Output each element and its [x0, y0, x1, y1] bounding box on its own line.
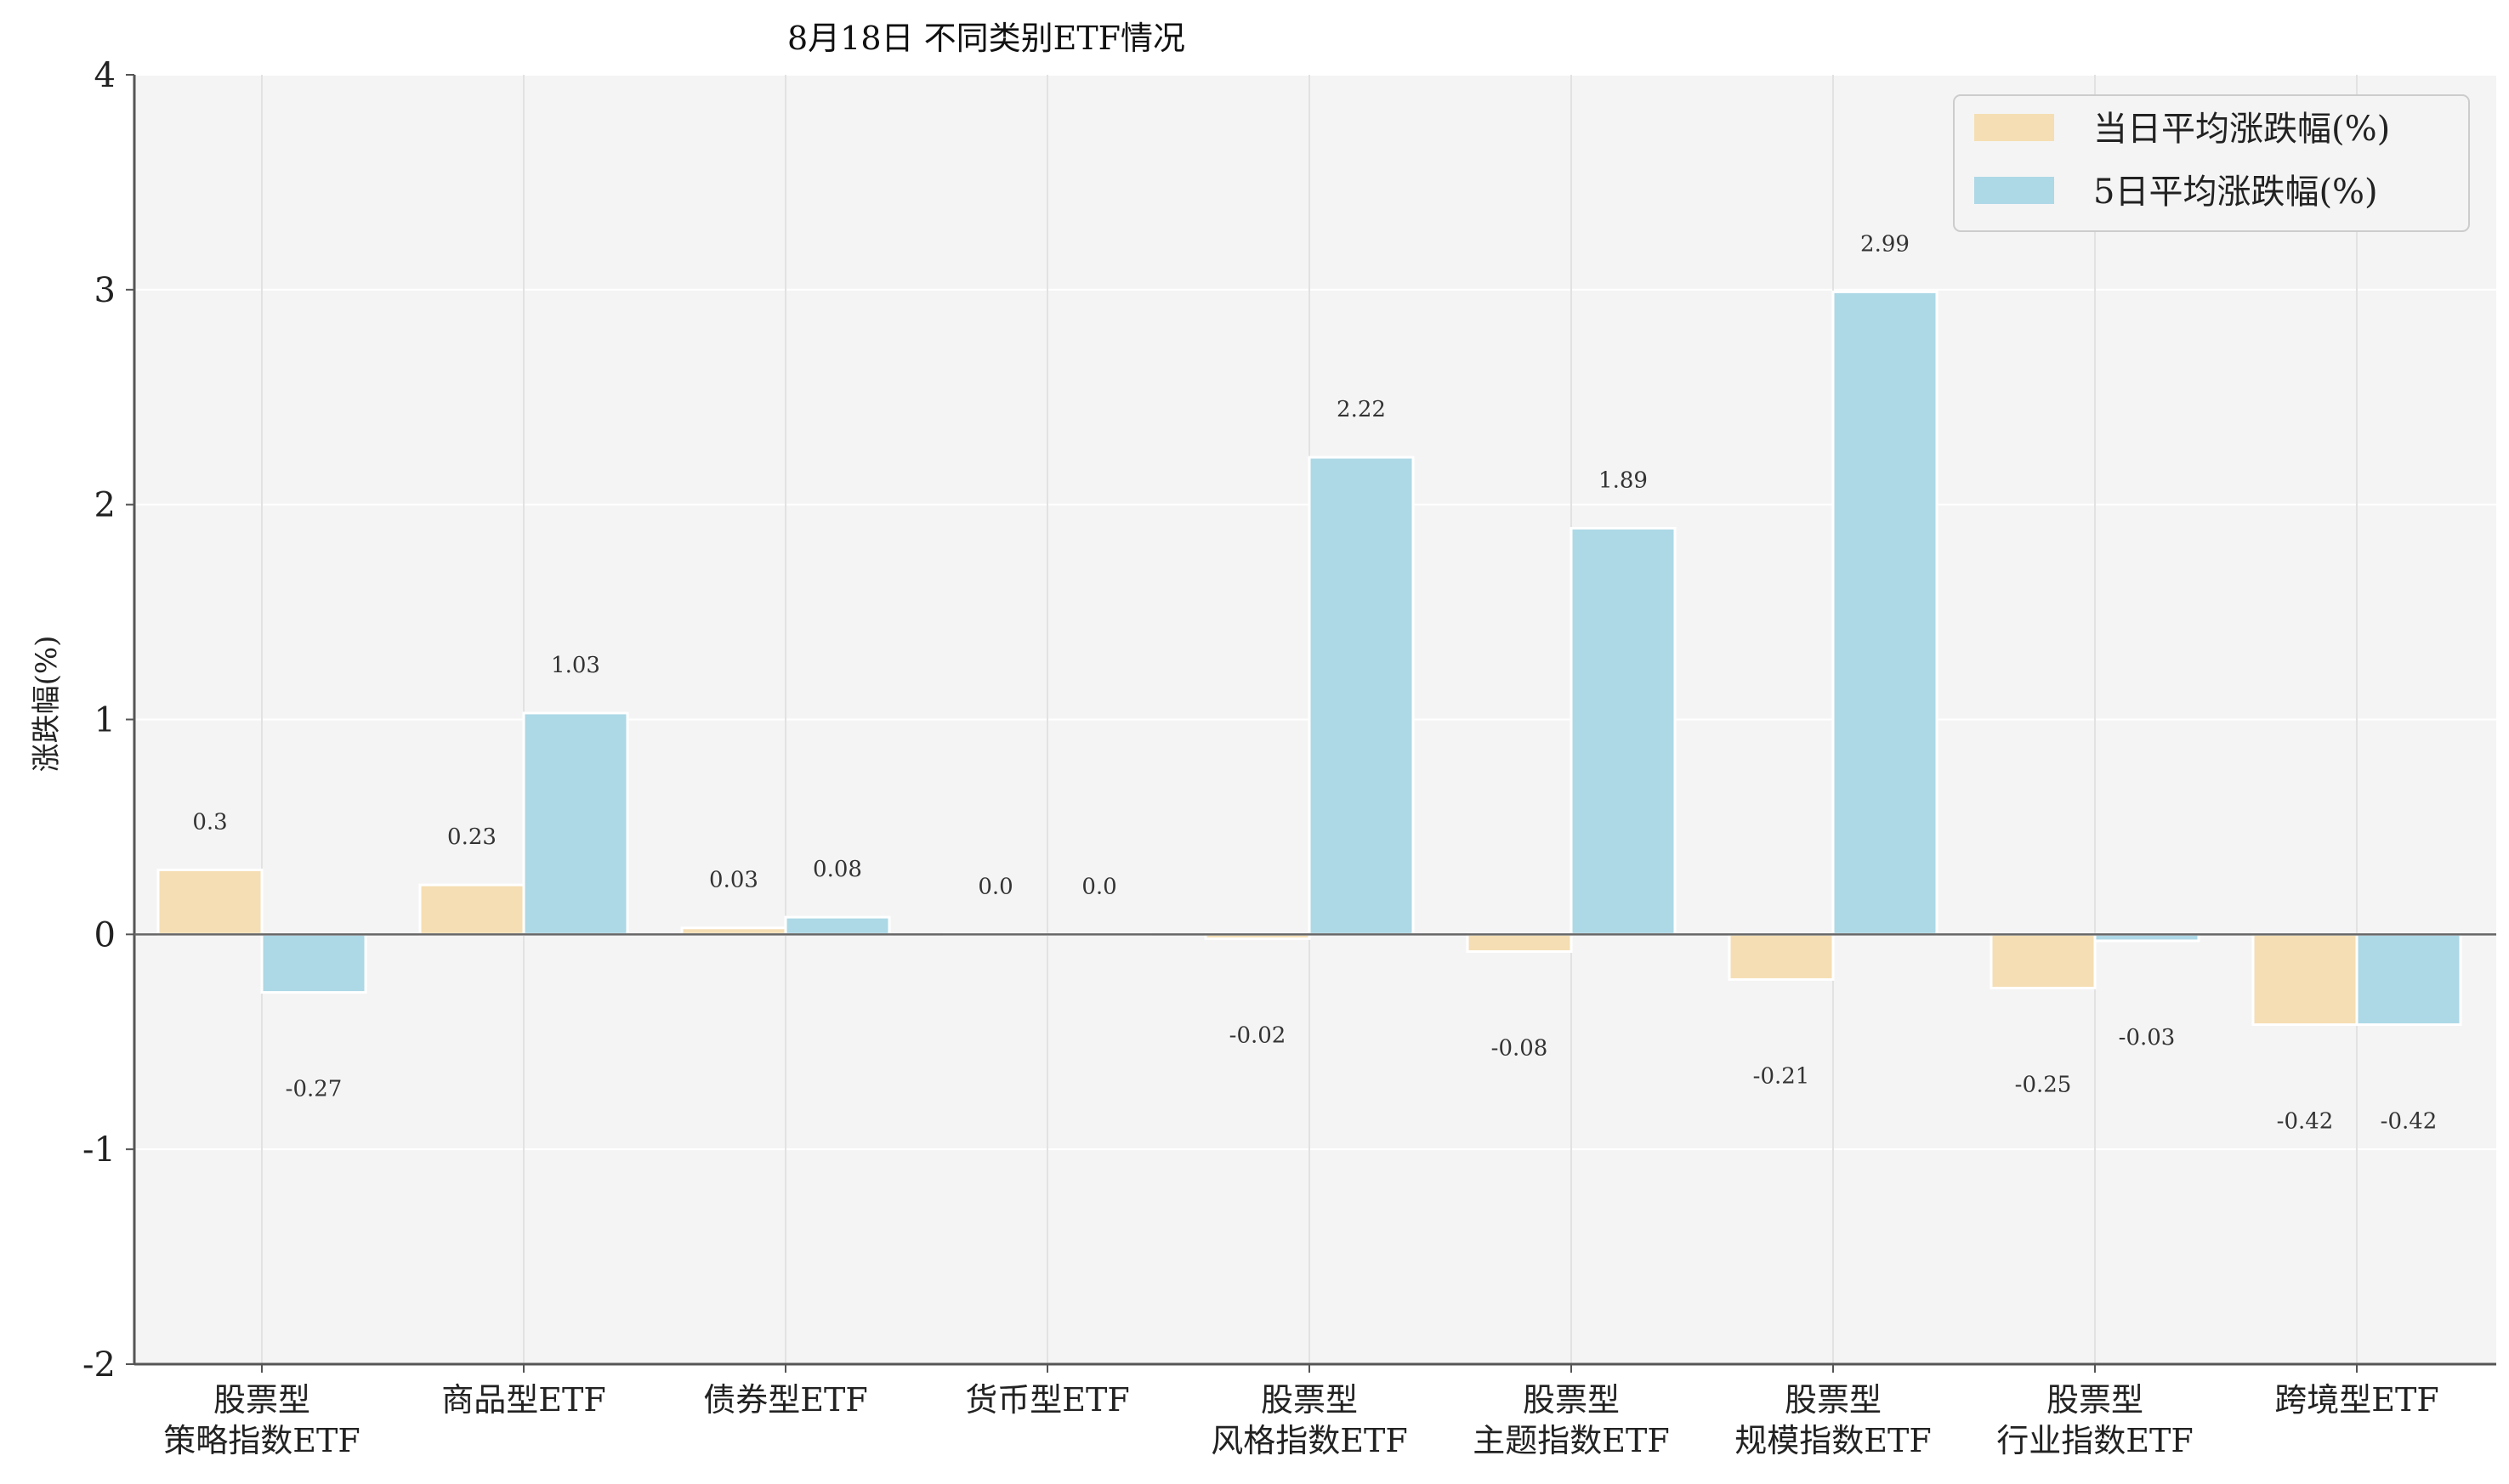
x-tick-label: 股票型行业指数ETF — [1996, 1381, 2193, 1459]
legend-label-daily: 当日平均涨跌幅(%) — [2093, 110, 2390, 149]
y-axis-label: 涨跌幅(%) — [30, 636, 64, 773]
bar-daily — [2251, 932, 2359, 1027]
x-tick-label: 股票型策略指数ETF — [163, 1381, 360, 1459]
chart-title: 8月18日 不同类别ETF情况 — [787, 20, 1185, 57]
bar-5day — [522, 711, 629, 936]
x-tick-label: 跨境型ETF — [2274, 1381, 2438, 1419]
legend-swatch-5day — [1974, 177, 2054, 204]
data-label: -0.21 — [1753, 1063, 1810, 1089]
data-label: 2.99 — [1860, 231, 1910, 257]
bar-daily — [1990, 932, 2097, 990]
bar-daily — [156, 868, 264, 936]
bar-daily — [1728, 932, 1835, 981]
y-tick-label: -1 — [82, 1130, 116, 1170]
bar-5day — [1570, 526, 1677, 936]
data-label: 0.23 — [447, 824, 497, 850]
data-label: -0.03 — [2119, 1025, 2176, 1051]
bars — [156, 290, 2462, 1027]
legend-label-5day: 5日平均涨跌幅(%) — [2093, 173, 2378, 212]
x-tick-label: 债券型ETF — [703, 1381, 867, 1419]
bar-daily — [1466, 932, 1573, 954]
data-label: -0.42 — [2381, 1109, 2438, 1135]
legend-swatch-daily — [1974, 114, 2054, 141]
x-tick-label: 股票型风格指数ETF — [1211, 1381, 1407, 1459]
legend: 当日平均涨跌幅(%) 5日平均涨跌幅(%) — [1953, 94, 2470, 232]
data-label: 1.03 — [551, 653, 600, 678]
data-label: 1.89 — [1598, 467, 1648, 493]
legend-box — [1953, 94, 2470, 232]
data-label: -0.42 — [2277, 1109, 2334, 1135]
data-label: -0.25 — [2015, 1073, 2072, 1098]
data-label: 0.03 — [709, 868, 758, 893]
x-tick-label: 商品型ETF — [441, 1381, 605, 1419]
bar-5day — [1831, 290, 1939, 936]
y-tick-label: 4 — [94, 56, 116, 95]
data-label: -0.27 — [286, 1077, 343, 1102]
bar-5day — [260, 932, 367, 994]
x-tick-label: 货币型ETF — [965, 1381, 1129, 1419]
x-tick-label: 股票型主题指数ETF — [1473, 1381, 1669, 1459]
y-tick-label: 3 — [94, 271, 116, 310]
data-label: -0.02 — [1229, 1022, 1286, 1048]
data-label: 0.3 — [192, 809, 227, 835]
data-label: -0.08 — [1491, 1036, 1548, 1062]
data-label: 0.08 — [813, 857, 862, 882]
data-labels: 0.3 0.23 0.03 0.0 -0.02 -0.08 -0.21 -0.25 -0.42 -… — [192, 231, 2437, 1134]
y-tick-label: 0 — [94, 915, 116, 954]
bar-daily — [418, 883, 525, 936]
data-label: 0.0 — [978, 874, 1013, 899]
bar-5day — [784, 915, 891, 936]
bar-5day — [1308, 456, 1415, 936]
bar-5day — [2355, 932, 2462, 1027]
y-tick-label: -2 — [82, 1345, 116, 1385]
data-label: 0.0 — [1081, 874, 1116, 899]
data-label: 2.22 — [1337, 397, 1386, 422]
y-tick-label: 1 — [94, 701, 116, 740]
y-tick-label: 2 — [94, 486, 116, 525]
x-tick-label: 股票型规模指数ETF — [1734, 1381, 1931, 1459]
axes: -2 -1 0 1 2 3 4 股票型策略指数ETF 商品型ETF 债券型ETF 货币型ETF 股票型… — [82, 56, 2496, 1459]
